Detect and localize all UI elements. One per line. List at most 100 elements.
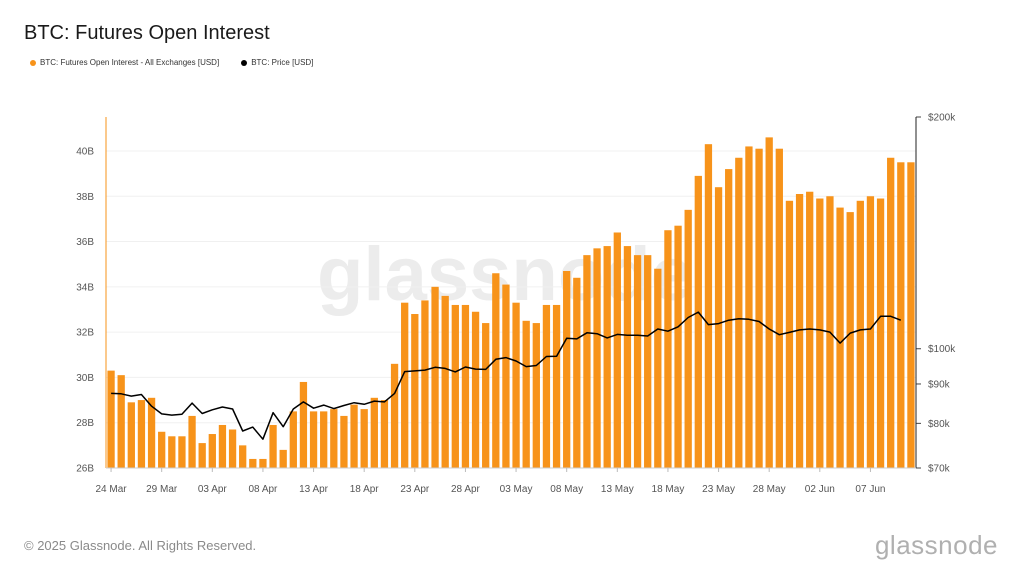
open-interest-bar <box>593 248 601 468</box>
x-tick-label: 23 Apr <box>400 484 430 495</box>
y-left-tick-label: 40B <box>76 146 94 157</box>
x-tick-label: 29 Mar <box>146 484 178 495</box>
open-interest-bar <box>563 270 571 468</box>
open-interest-bar <box>806 191 814 468</box>
open-interest-bar <box>340 415 348 468</box>
open-interest-bar <box>158 431 166 468</box>
open-interest-bar <box>644 255 652 468</box>
open-interest-bar <box>725 169 733 469</box>
open-interest-bar <box>836 207 844 469</box>
open-interest-bar <box>684 209 692 468</box>
open-interest-bar <box>127 402 135 468</box>
open-interest-bar <box>390 363 399 468</box>
open-interest-bar <box>461 304 470 468</box>
y-left-tick-label: 32B <box>76 328 94 339</box>
bar-series <box>107 137 915 469</box>
open-interest-bar <box>218 424 227 468</box>
x-tick-label: 28 Apr <box>451 484 481 495</box>
open-interest-bar <box>775 148 783 468</box>
open-interest-bar <box>259 458 267 468</box>
open-interest-bar <box>451 304 459 468</box>
open-interest-bar <box>603 246 611 468</box>
open-interest-bar <box>137 400 146 468</box>
open-interest-bar <box>502 284 510 468</box>
x-tick-label: 23 May <box>702 484 735 495</box>
open-interest-bar <box>674 225 682 468</box>
open-interest-bar <box>887 157 895 468</box>
legend-label: BTC: Price [USD] <box>251 58 314 67</box>
open-interest-bar <box>441 295 449 468</box>
open-interest-bar <box>228 429 237 468</box>
open-interest-bar <box>309 411 318 468</box>
open-interest-bar <box>795 193 804 469</box>
open-interest-bar <box>745 146 753 468</box>
open-interest-bar <box>482 323 490 468</box>
y-right-tick-label: $70k <box>928 464 951 475</box>
open-interest-bar <box>755 148 763 468</box>
open-interest-bar <box>178 436 186 468</box>
brand-logo[interactable]: glassnode <box>874 530 998 560</box>
open-interest-bar <box>421 300 429 468</box>
x-tick-label: 08 May <box>550 484 583 495</box>
y-right-tick-label: $80k <box>928 419 951 430</box>
open-interest-bar <box>846 212 854 468</box>
x-tick-label: 28 May <box>753 484 786 495</box>
axes: 26B 28B 30B 32B 34B 36B 38B 40B $70k $80k $90k $100… <box>76 113 956 496</box>
open-interest-bar <box>714 187 723 468</box>
y-left-tick-label: 30B <box>76 373 94 384</box>
open-interest-bar <box>350 404 358 468</box>
open-interest-bar <box>522 320 530 468</box>
open-interest-bar <box>299 381 308 468</box>
open-interest-bar <box>552 304 561 468</box>
y-left-tick-label: 34B <box>76 282 94 293</box>
x-tick-label: 13 Apr <box>299 484 329 495</box>
open-interest-bar <box>431 286 439 468</box>
open-interest-bar <box>401 302 409 468</box>
legend-item-price[interactable]: BTC: Price [USD] <box>241 58 313 67</box>
open-interest-bar <box>532 323 540 468</box>
open-interest-bar <box>694 175 702 468</box>
open-interest-bar <box>704 144 713 468</box>
open-interest-bar <box>168 436 176 468</box>
open-interest-bar <box>208 434 216 468</box>
x-tick-label: 18 May <box>652 484 685 495</box>
open-interest-bar <box>249 458 257 468</box>
open-interest-bar <box>907 162 915 468</box>
open-interest-bar <box>613 232 621 468</box>
y-left-tick-label: 26B <box>76 464 94 475</box>
x-tick-label: 24 Mar <box>96 484 128 495</box>
x-tick-label: 13 May <box>601 484 634 495</box>
open-interest-bar <box>492 273 500 468</box>
legend-dot-icon <box>241 59 248 66</box>
legend-item-open-interest[interactable]: BTC: Futures Open Interest - All Exchang… <box>30 58 219 67</box>
open-interest-bar <box>279 449 287 468</box>
x-tick-label: 07 Jun <box>855 484 885 495</box>
open-interest-bar <box>188 415 196 468</box>
y-left-tick-label: 36B <box>76 237 94 248</box>
open-interest-bar <box>542 304 551 468</box>
open-interest-bar <box>239 445 247 468</box>
open-interest-bar <box>198 443 206 468</box>
open-interest-bar <box>330 409 338 468</box>
open-interest-bar <box>654 268 662 468</box>
y-left-tick-label: 38B <box>76 192 94 203</box>
price-line <box>111 311 902 440</box>
open-interest-bar <box>633 255 642 468</box>
open-interest-bar <box>289 411 297 468</box>
x-tick-label: 02 Jun <box>805 484 835 495</box>
y-left-tick-label: 28B <box>76 418 94 429</box>
open-interest-bar <box>664 230 672 468</box>
open-interest-bar <box>107 370 115 468</box>
x-tick-label: 18 Apr <box>350 484 380 495</box>
y-right-tick-label: $200k <box>928 113 956 124</box>
page-title: BTC: Futures Open Interest <box>24 22 270 44</box>
open-interest-bar <box>320 411 328 468</box>
open-interest-bar <box>765 137 773 468</box>
open-interest-bar <box>471 311 480 468</box>
open-interest-bar <box>370 397 378 468</box>
x-tick-label: 08 Apr <box>248 484 278 495</box>
open-interest-bar <box>897 162 905 468</box>
open-interest-bar <box>816 198 824 468</box>
open-interest-bar <box>583 255 591 468</box>
